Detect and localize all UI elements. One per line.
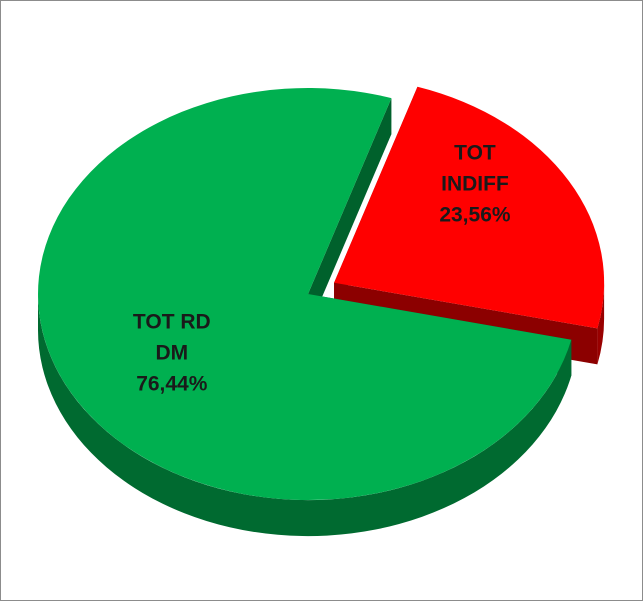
category-label: TOT RD DM: [132, 310, 211, 365]
slice-label: TOT INDIFF 23,56%: [429, 137, 521, 230]
slice-side: [597, 282, 605, 365]
category-label: TOT INDIFF: [441, 141, 509, 196]
slice: [38, 88, 572, 501]
slice: [334, 86, 605, 329]
slice-side: [37, 294, 572, 537]
value-label: 23,56%: [439, 203, 511, 227]
slice-label: TOT RD DM 76,44%: [126, 307, 218, 400]
slice-edge: [308, 98, 392, 330]
value-label: 76,44%: [136, 372, 208, 396]
